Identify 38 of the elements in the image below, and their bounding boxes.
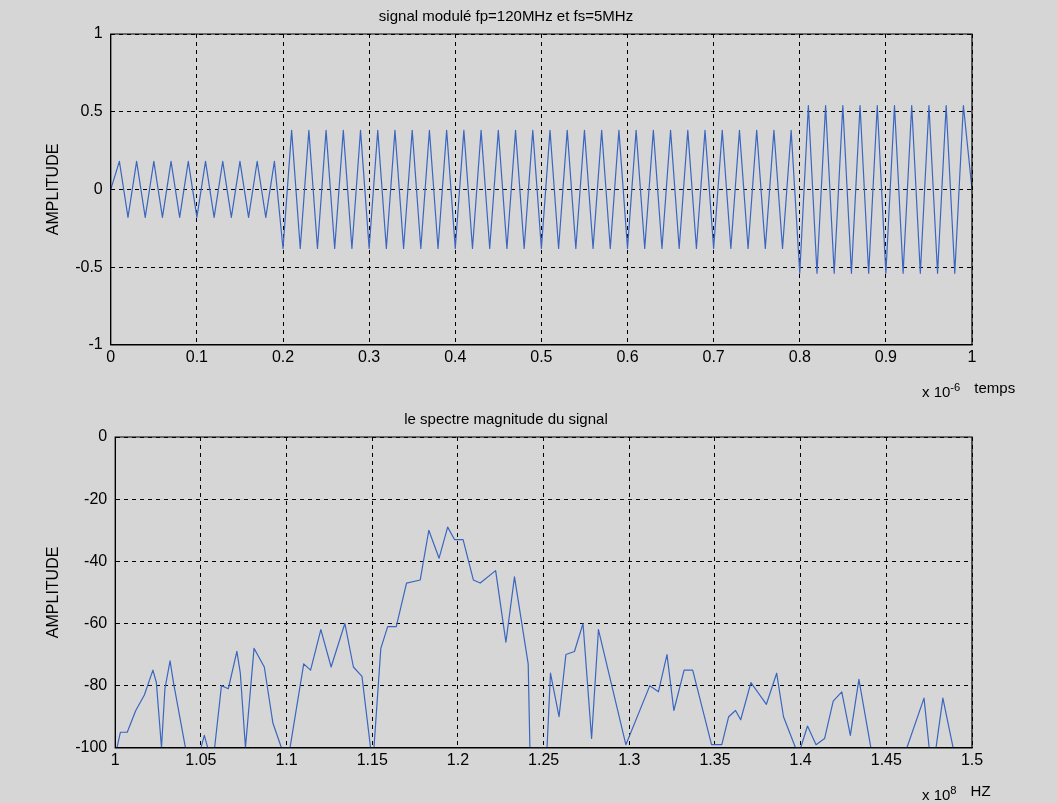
x-tick-label: 1.25 (528, 750, 560, 768)
y-axis-title: AMPLITUDE (44, 546, 62, 639)
x-axis-title: HZ (970, 781, 991, 799)
x-axis-title: temps (974, 378, 1016, 396)
y-tick-label: 1 (93, 24, 103, 42)
x-tick-label: 0.2 (271, 347, 295, 365)
x-tick-label: 1.05 (185, 750, 217, 768)
y-tick-label: -0.5 (75, 257, 103, 275)
x-tick-label: 0.9 (874, 347, 898, 365)
x-tick-label: 1.5 (960, 750, 984, 768)
x-tick-label: 0.1 (185, 347, 209, 365)
x-tick-label: 0.5 (530, 347, 553, 365)
chart-title: signal modulé fp=120MHz et fs=5MHz (378, 7, 634, 25)
x-tick-label: 0.4 (444, 347, 467, 365)
x-tick-label: 0.6 (616, 347, 639, 365)
y-tick-label: 0 (93, 179, 103, 197)
x-tick-label: 1.3 (618, 750, 641, 768)
y-tick-label: -60 (84, 613, 108, 631)
y-axis-title: AMPLITUDE (44, 143, 62, 236)
y-tick-label: -20 (84, 489, 108, 507)
x-tick-label: 0.8 (788, 347, 811, 365)
x-tick-label: 1.45 (870, 750, 902, 768)
y-tick-label: 0.5 (80, 102, 103, 120)
chart-title: le spectre magnitude du signal (404, 410, 608, 428)
x-tick-label: 1.35 (699, 750, 731, 768)
x-tick-label: 1.2 (446, 750, 470, 768)
x-tick-label: 1.4 (789, 750, 812, 768)
x-tick-label: 1 (967, 347, 977, 365)
y-tick-label: 0 (98, 427, 108, 445)
y-tick-label: -40 (84, 551, 108, 569)
x-tick-label: 1 (110, 750, 120, 768)
y-tick-label: -80 (84, 676, 108, 694)
x-tick-label: 0.7 (702, 347, 725, 365)
x-tick-label: 0.3 (358, 347, 381, 365)
x-tick-label: 1.15 (356, 750, 388, 768)
y-tick-label: -1 (88, 335, 103, 353)
x-tick-label: 1.1 (275, 750, 298, 768)
y-tick-label: -100 (75, 738, 108, 756)
